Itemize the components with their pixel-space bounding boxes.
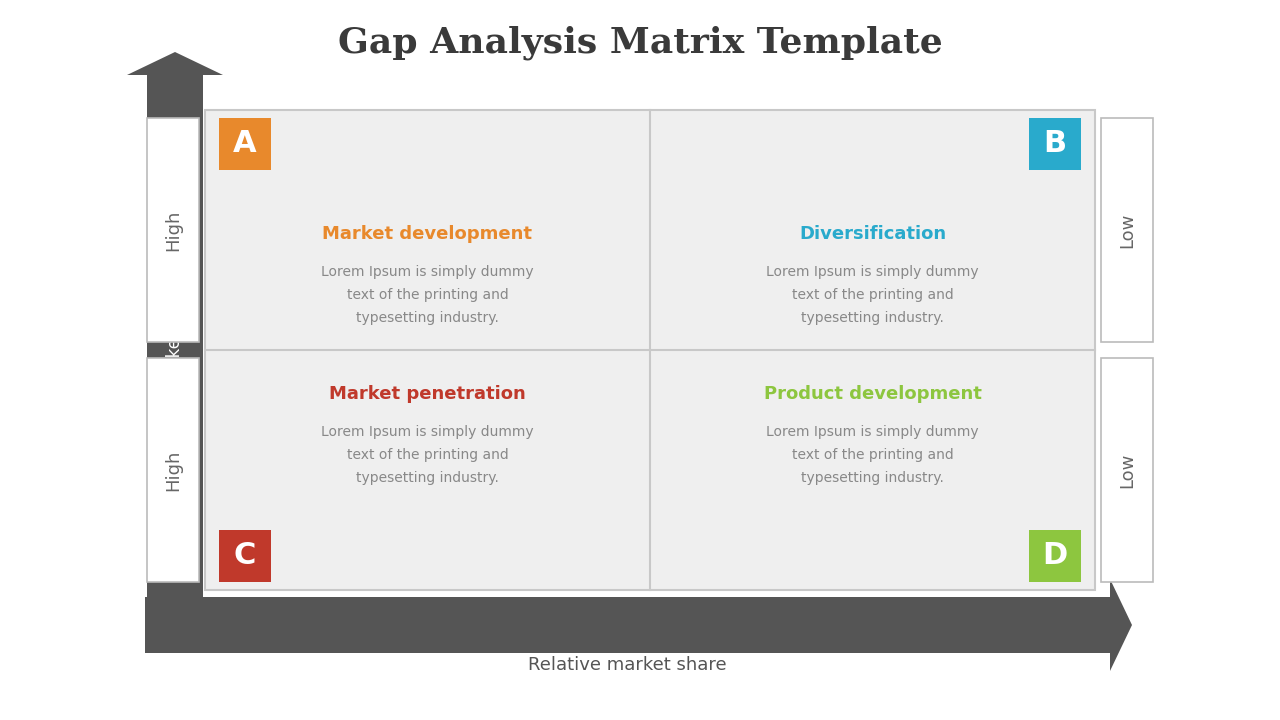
- Bar: [219, 118, 271, 170]
- Bar: [1029, 530, 1082, 582]
- Text: Low: Low: [1117, 212, 1137, 248]
- Polygon shape: [1110, 579, 1132, 671]
- Text: High: High: [164, 210, 182, 251]
- Text: B: B: [1043, 130, 1066, 158]
- Bar: [1029, 118, 1082, 170]
- Text: High: High: [164, 449, 182, 491]
- Text: Lorem Ipsum is simply dummy
text of the printing and
typesetting industry.: Lorem Ipsum is simply dummy text of the …: [321, 265, 534, 325]
- Text: Relative market growth share: Relative market growth share: [166, 217, 184, 463]
- Text: Market development: Market development: [323, 225, 532, 243]
- Bar: [650, 110, 1094, 350]
- Text: Gap Analysis Matrix Template: Gap Analysis Matrix Template: [338, 25, 942, 60]
- Text: Lorem Ipsum is simply dummy
text of the printing and
typesetting industry.: Lorem Ipsum is simply dummy text of the …: [767, 425, 979, 485]
- Bar: [1101, 358, 1153, 582]
- Bar: [205, 350, 650, 590]
- Bar: [219, 530, 271, 582]
- Bar: [147, 75, 204, 605]
- Text: D: D: [1042, 541, 1068, 570]
- Bar: [145, 597, 1110, 653]
- Bar: [650, 350, 1094, 590]
- Polygon shape: [127, 52, 223, 75]
- Bar: [205, 110, 1094, 590]
- Text: A: A: [233, 130, 257, 158]
- Text: Low: Low: [1117, 452, 1137, 487]
- Text: Relative market share: Relative market share: [529, 656, 727, 674]
- Bar: [147, 358, 198, 582]
- Text: Diversification: Diversification: [799, 225, 946, 243]
- Bar: [1101, 118, 1153, 342]
- Text: Market penetration: Market penetration: [329, 385, 526, 403]
- Text: Product development: Product development: [764, 385, 982, 403]
- Text: Lorem Ipsum is simply dummy
text of the printing and
typesetting industry.: Lorem Ipsum is simply dummy text of the …: [321, 425, 534, 485]
- Bar: [147, 118, 198, 342]
- Text: C: C: [234, 541, 256, 570]
- Text: Lorem Ipsum is simply dummy
text of the printing and
typesetting industry.: Lorem Ipsum is simply dummy text of the …: [767, 265, 979, 325]
- Bar: [205, 110, 650, 350]
